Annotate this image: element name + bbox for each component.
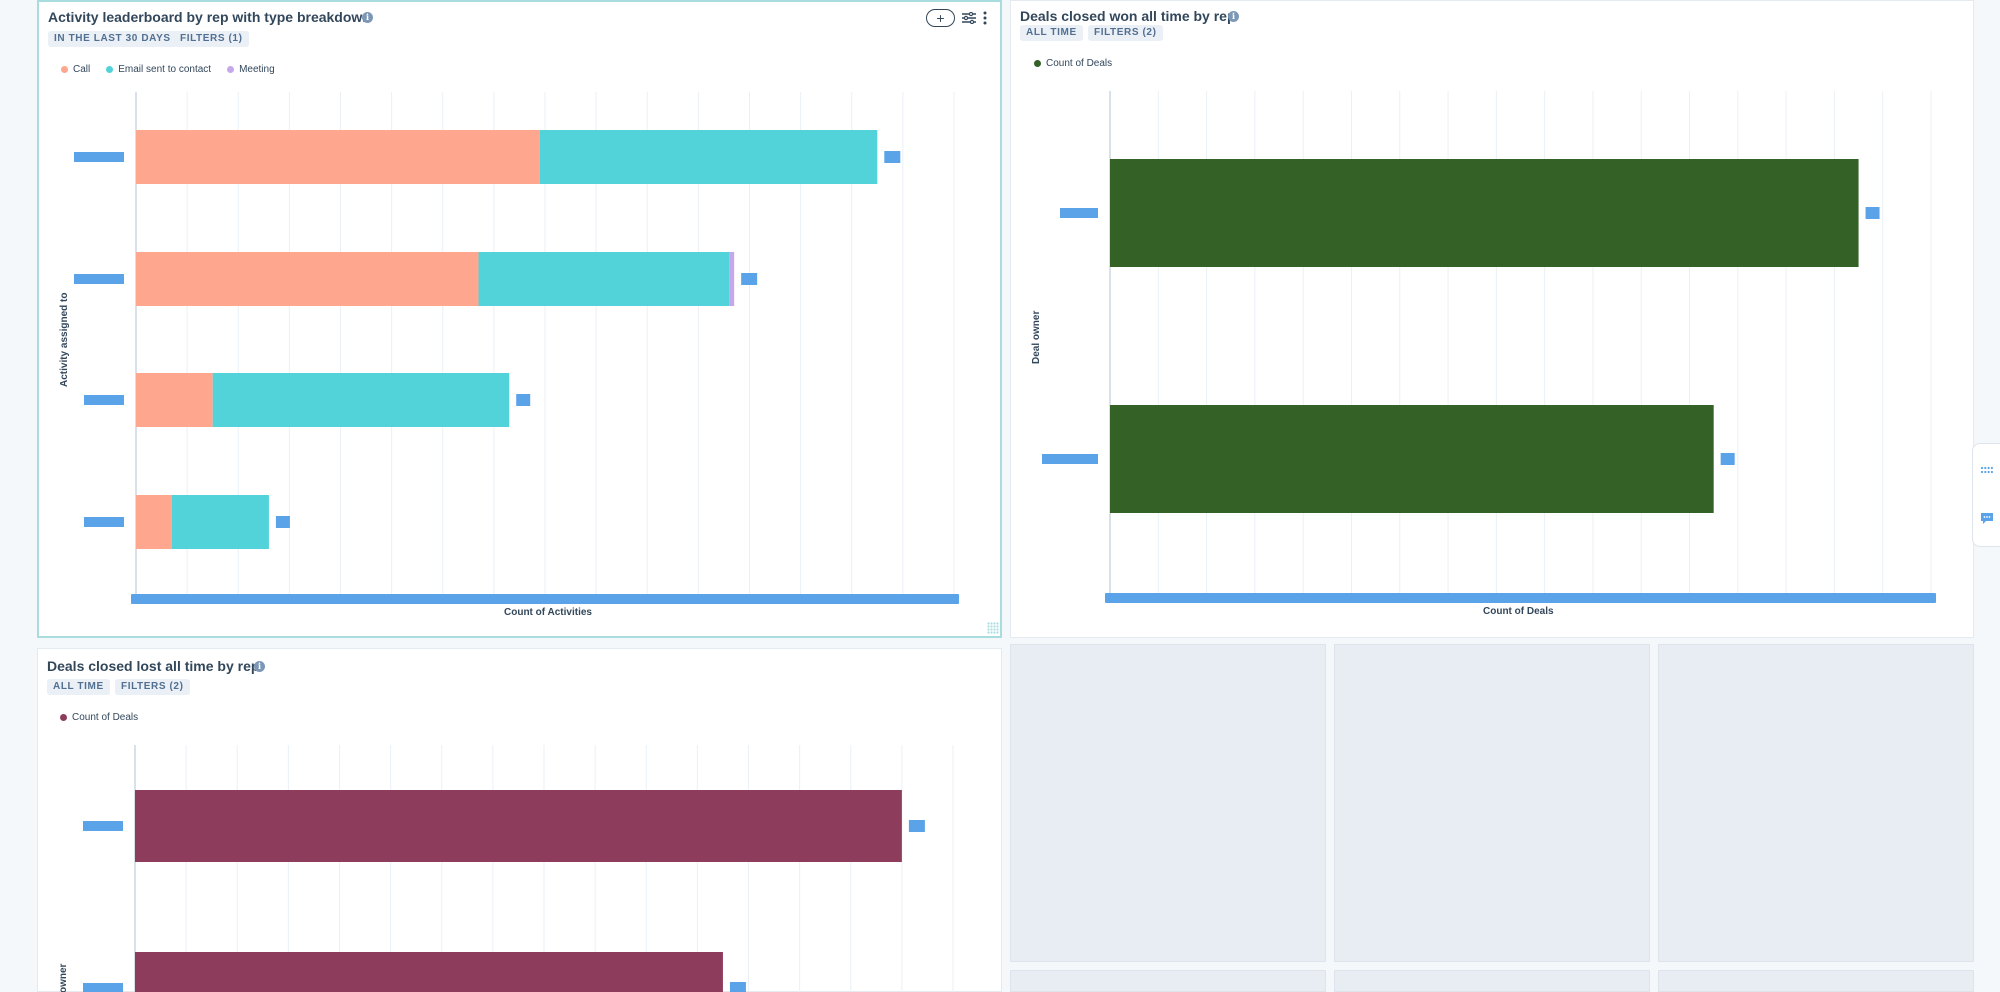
date-range-pill[interactable]: ALL TIME xyxy=(1020,25,1083,41)
activity-leaderboard-card[interactable]: Activity leaderboard by rep with type br… xyxy=(37,0,1002,638)
bar-segment xyxy=(212,373,510,427)
bar-segment xyxy=(135,790,902,862)
value-label xyxy=(908,820,925,832)
filters-pill[interactable]: FILTERS (2) xyxy=(115,679,190,695)
placeholder-tile xyxy=(1334,970,1650,992)
legend-label: Count of Deals xyxy=(72,712,139,723)
value-label xyxy=(516,394,531,406)
legend-label: Call xyxy=(73,64,91,75)
sliders-icon[interactable] xyxy=(961,10,977,26)
card-title: Deals closed lost all time by rep xyxy=(47,658,260,674)
legend-item-count-of-deals[interactable]: Count of Deals xyxy=(1034,58,1112,69)
legend-label: Meeting xyxy=(239,64,275,75)
bar-segment xyxy=(136,373,213,427)
legend-item-call[interactable]: Call xyxy=(61,64,90,75)
legend-dot xyxy=(1034,60,1041,67)
value-label xyxy=(741,273,758,285)
deals-won-chart xyxy=(1042,91,1936,603)
x-tick-labels xyxy=(1105,593,1936,603)
category-label xyxy=(1042,454,1098,464)
x-axis-title: Count of Activities xyxy=(504,607,592,618)
deals-won-card[interactable]: Deals closed won all time by rep i ALL T… xyxy=(1010,0,1974,638)
category-label xyxy=(83,821,123,831)
category-label xyxy=(1060,208,1098,218)
chart-legend: Count of Deals xyxy=(1034,58,1112,69)
filters-pill[interactable]: FILTERS (1) xyxy=(174,31,249,47)
info-icon[interactable]: i xyxy=(362,12,373,23)
chat-icon[interactable] xyxy=(1980,512,1994,530)
legend-item-count-of-deals[interactable]: Count of Deals xyxy=(60,712,138,723)
info-icon[interactable]: i xyxy=(1228,11,1239,22)
legend-item-email[interactable]: Email sent to contact xyxy=(106,64,211,75)
legend-dot xyxy=(106,66,114,73)
bar-segment xyxy=(171,495,269,549)
bar-segment xyxy=(136,495,172,549)
card-title: Deals closed won all time by rep xyxy=(1020,8,1236,24)
legend-label: Email sent to contact xyxy=(118,64,212,75)
placeholder-tile xyxy=(1010,644,1326,962)
placeholder-tile xyxy=(1658,970,1974,992)
x-axis-title: Count of Deals xyxy=(1483,606,1554,617)
legend-dot xyxy=(61,66,68,73)
legend-item-meeting[interactable]: Meeting xyxy=(227,64,275,75)
add-icon[interactable]: + xyxy=(926,9,955,27)
placeholder-tile xyxy=(1334,644,1650,962)
legend-dot xyxy=(60,714,67,721)
filters-pill[interactable]: FILTERS (2) xyxy=(1088,25,1163,41)
value-label xyxy=(884,151,901,163)
bar-segment xyxy=(1110,405,1714,513)
value-label xyxy=(275,516,290,528)
category-label xyxy=(84,395,124,405)
x-tick-labels xyxy=(131,594,959,604)
category-label xyxy=(74,152,124,162)
category-label xyxy=(84,517,124,527)
vertical-dots-icon[interactable] xyxy=(979,10,991,26)
chart-legend: Call Email sent to contact Meeting xyxy=(61,64,275,75)
value-label xyxy=(1720,453,1735,465)
legend-dot xyxy=(227,66,235,73)
activity-chart xyxy=(74,92,959,604)
placeholder-tile xyxy=(1658,644,1974,962)
category-label xyxy=(74,274,124,284)
info-icon[interactable]: i xyxy=(254,661,265,672)
chart-legend: Count of Deals xyxy=(60,712,138,723)
bar-segment xyxy=(135,952,723,992)
deals-lost-chart xyxy=(83,745,954,992)
bar-segment xyxy=(1110,159,1859,267)
card-title: Activity leaderboard by rep with type br… xyxy=(48,9,371,25)
side-help-widget xyxy=(1972,443,2000,547)
bar-segment xyxy=(729,252,735,306)
bar-segment xyxy=(136,130,540,184)
deals-lost-card[interactable]: Deals closed lost all time by rep i ALL … xyxy=(37,648,1002,992)
placeholder-tile xyxy=(1010,970,1326,992)
value-label xyxy=(1865,207,1880,219)
date-range-pill[interactable]: ALL TIME xyxy=(47,679,110,695)
bar-segment xyxy=(136,252,479,306)
apps-grid-icon[interactable] xyxy=(1980,461,1994,479)
bar-segment xyxy=(539,130,878,184)
legend-label: Count of Deals xyxy=(1046,58,1113,69)
value-label xyxy=(729,982,746,992)
category-label xyxy=(83,983,123,992)
bar-segment xyxy=(478,252,730,306)
date-range-pill[interactable]: IN THE LAST 30 DAYS xyxy=(48,31,177,47)
resize-handle[interactable] xyxy=(987,622,999,634)
